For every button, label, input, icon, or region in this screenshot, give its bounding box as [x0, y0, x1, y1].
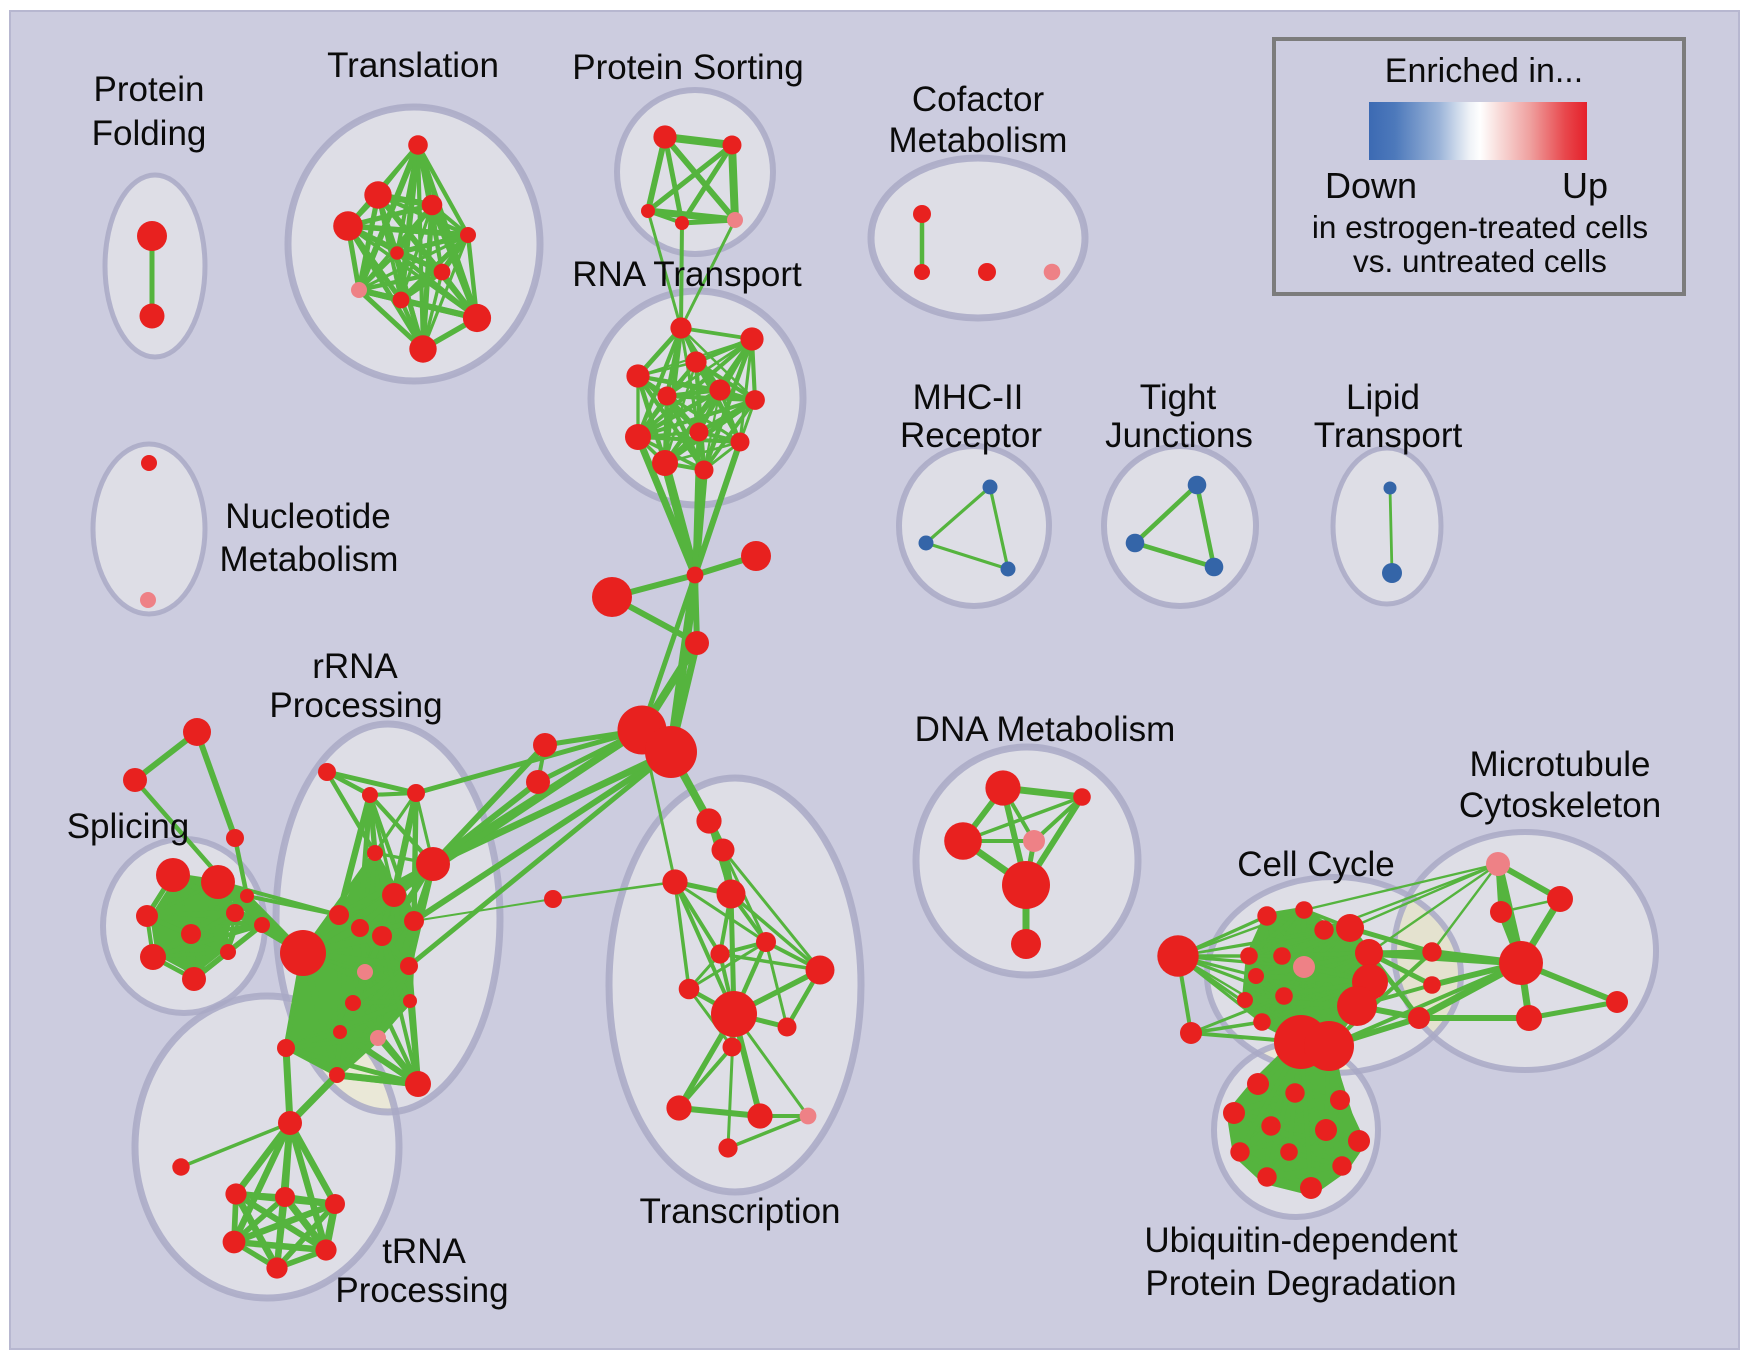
svg-text:Protein Sorting: Protein Sorting	[572, 48, 804, 87]
svg-text:Splicing: Splicing	[67, 807, 190, 846]
svg-text:Translation: Translation	[327, 46, 499, 85]
svg-text:Metabolism: Metabolism	[220, 540, 399, 579]
svg-text:Lipid: Lipid	[1346, 378, 1420, 417]
svg-text:Ubiquitin-dependent: Ubiquitin-dependent	[1144, 1221, 1458, 1260]
svg-text:MHC-II: MHC-II	[913, 378, 1024, 417]
svg-text:Transcription: Transcription	[640, 1192, 841, 1231]
svg-text:Microtubule: Microtubule	[1470, 745, 1651, 784]
svg-text:rRNA: rRNA	[312, 647, 398, 686]
svg-text:Tight: Tight	[1140, 378, 1217, 417]
svg-text:Cell Cycle: Cell Cycle	[1237, 845, 1395, 884]
svg-text:RNA Transport: RNA Transport	[572, 255, 802, 294]
svg-text:Down: Down	[1325, 165, 1417, 206]
svg-text:DNA Metabolism: DNA Metabolism	[915, 710, 1176, 749]
svg-text:Transport: Transport	[1314, 416, 1463, 455]
svg-text:Protein Degradation: Protein Degradation	[1145, 1264, 1456, 1303]
svg-text:Processing: Processing	[335, 1271, 508, 1310]
svg-text:Nucleotide: Nucleotide	[225, 497, 390, 536]
svg-text:in estrogen-treated cells: in estrogen-treated cells	[1312, 209, 1648, 245]
svg-text:Folding: Folding	[92, 114, 207, 153]
svg-text:Protein: Protein	[94, 70, 205, 109]
svg-text:tRNA: tRNA	[382, 1232, 466, 1271]
svg-text:Metabolism: Metabolism	[889, 121, 1068, 160]
svg-text:Up: Up	[1562, 165, 1608, 206]
svg-text:Receptor: Receptor	[900, 416, 1042, 455]
svg-text:Processing: Processing	[269, 686, 442, 725]
svg-text:Enriched in...: Enriched in...	[1385, 52, 1583, 90]
svg-text:Junctions: Junctions	[1105, 416, 1253, 455]
svg-text:vs. untreated cells: vs. untreated cells	[1353, 243, 1607, 279]
svg-text:Cytoskeleton: Cytoskeleton	[1459, 786, 1661, 825]
svg-text:Cofactor: Cofactor	[912, 80, 1045, 119]
